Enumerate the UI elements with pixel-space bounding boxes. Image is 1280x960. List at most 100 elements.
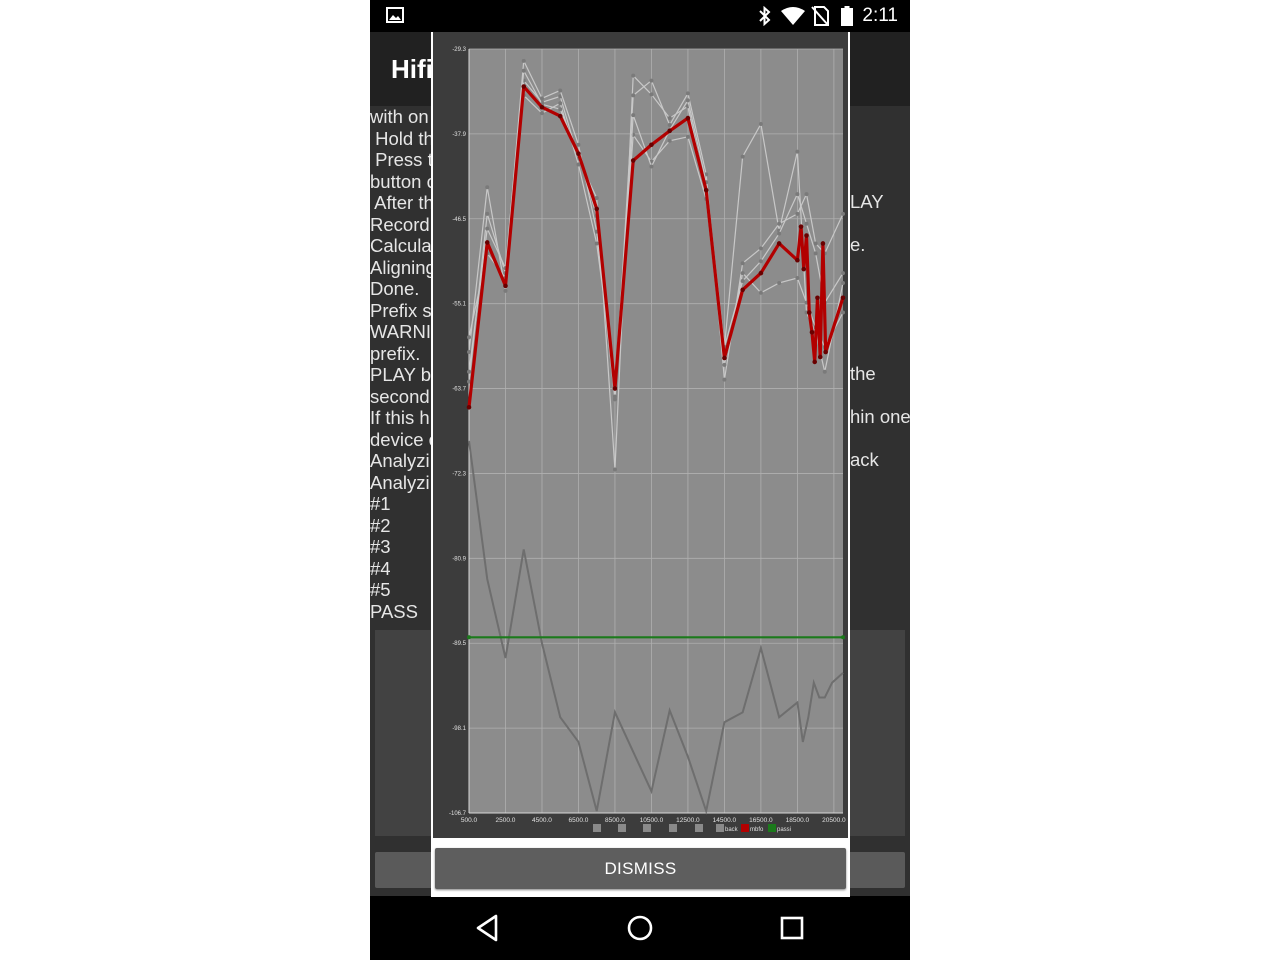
dismiss-button[interactable]: DISMISS [435, 848, 846, 889]
main-series-point [667, 128, 672, 134]
chart-svg: 500.0 2500.0 4500.0 6500.0 8500.0 10500.0 1250… [449, 47, 846, 833]
recents-icon[interactable] [772, 908, 812, 948]
reference-series-point [485, 226, 490, 231]
log-line: PASS [370, 600, 418, 622]
reference-series-point [667, 138, 672, 143]
reference-series-point [795, 192, 800, 197]
reference-series-point [649, 78, 654, 83]
main-series-point [503, 283, 508, 289]
log-text: with on Hold th Press t button c After th… [370, 106, 910, 622]
reference-series-point [576, 142, 581, 147]
log-line: #5 [370, 579, 391, 600]
main-series-point [740, 287, 745, 293]
reference-series-point [485, 211, 490, 216]
image-icon [386, 7, 404, 23]
reference-series-point [841, 280, 845, 285]
main-series-point [557, 113, 563, 119]
legend-swatch [768, 824, 776, 832]
main-series-line [467, 84, 845, 408]
reference-series-point [521, 58, 526, 63]
reference-series-point [795, 276, 800, 281]
main-series-point [823, 349, 828, 355]
wifi-icon [781, 7, 805, 25]
reference-series-point [576, 162, 581, 167]
y-tick-label: -98.1 [452, 726, 466, 732]
legend-toggle-icon [643, 824, 651, 832]
bluetooth-icon [759, 6, 771, 26]
no-sim-icon [811, 6, 829, 26]
main-series-point [801, 266, 807, 272]
reference-series-point [813, 251, 818, 256]
main-series-point [840, 295, 846, 301]
main-series-point [798, 224, 804, 229]
log-line: Done. [370, 278, 420, 299]
legend-toggle-icon [618, 824, 626, 832]
reference-series-point [558, 88, 563, 93]
main-series-point [817, 354, 823, 360]
main-series-point [521, 84, 527, 89]
log-line: PLAY b [370, 364, 432, 385]
y-tick-label: -37.9 [452, 132, 466, 138]
reference-series-point [667, 123, 672, 128]
log-line: second [370, 385, 430, 407]
y-tick-label: -55.1 [452, 302, 466, 308]
log-line: Prefix s [370, 299, 432, 321]
reference-series-point [777, 280, 782, 285]
main-series-point [820, 241, 826, 246]
back-icon[interactable] [468, 908, 508, 948]
log-line: Press t [370, 149, 433, 170]
legend-swatch [716, 824, 724, 832]
legend-label: mbfo [750, 827, 764, 833]
plot-area [469, 49, 843, 813]
x-tick-label: 500.0 [461, 817, 478, 824]
reference-series-point [777, 221, 782, 226]
x-tick-label: 8500.0 [605, 817, 625, 824]
legend-swatch [741, 824, 749, 832]
reference-series-point [594, 241, 599, 246]
reference-series-point [795, 211, 800, 216]
reference-series-point [740, 261, 745, 266]
main-series-point [758, 270, 764, 276]
reference-series-point [485, 185, 490, 190]
log-line: Record [370, 213, 430, 235]
reference-series-point [631, 113, 636, 118]
reference-series-point [667, 116, 672, 121]
reference-series-point [758, 290, 763, 295]
reference-series-point [612, 394, 617, 399]
x-tick-label: 6500.0 [569, 817, 589, 824]
legend-label: passi [777, 827, 791, 833]
log-line: with on [370, 106, 429, 127]
log-line: Analyzi [370, 471, 430, 493]
reference-series-point [467, 350, 471, 355]
log-line: Analyzi [370, 450, 430, 471]
reference-series-point [813, 241, 818, 246]
reference-series-point [758, 122, 763, 127]
log-line-fragment: ack [850, 449, 879, 470]
y-tick-label: -72.3 [452, 471, 466, 477]
reference-series-point [841, 271, 845, 276]
legend-toggle-icon [695, 824, 703, 832]
legend-toggle-icon [593, 824, 601, 832]
app-title: Hifi [391, 54, 433, 84]
reference-series-point [740, 278, 745, 283]
reference-series-point [612, 467, 617, 472]
log-line: #1 [370, 493, 391, 514]
main-series-point [612, 386, 618, 391]
main-series-point [703, 187, 709, 193]
reference-series-point [467, 379, 471, 384]
frequency-chart: 500.0 2500.0 4500.0 6500.0 8500.0 10500.0 1250… [433, 32, 848, 838]
main-series-point [484, 240, 490, 245]
main-series-point [776, 241, 782, 246]
background-series-line [468, 440, 844, 815]
main-series-point [466, 405, 472, 410]
home-icon[interactable] [620, 908, 660, 948]
reference-series-point [558, 101, 563, 106]
log-line: #4 [370, 557, 391, 579]
reference-series-point [558, 107, 563, 112]
reference-series-point [539, 111, 544, 116]
reference-series-point [841, 211, 845, 216]
reference-series-point [649, 92, 654, 97]
y-tick-label: -80.9 [452, 556, 466, 562]
log-line: WARNI [370, 321, 431, 342]
reference-series-point [539, 96, 544, 101]
